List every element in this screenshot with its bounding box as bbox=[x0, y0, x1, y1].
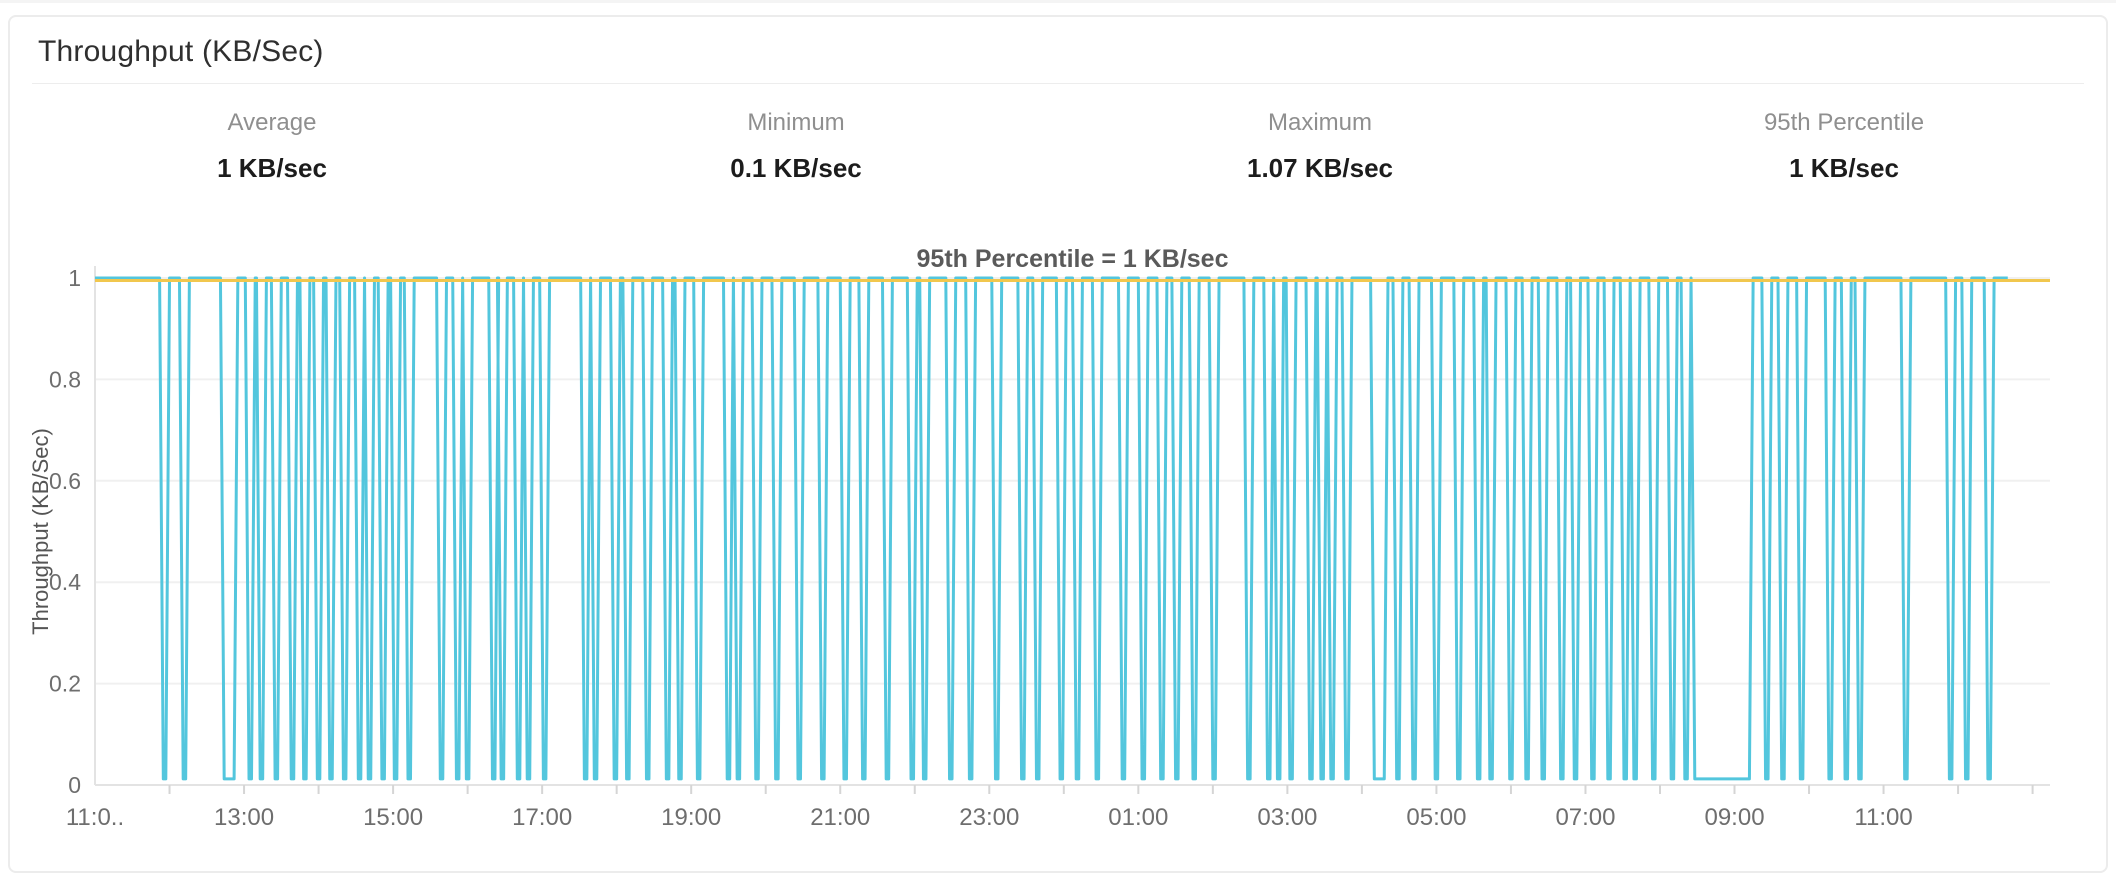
stat-maximum-value: 1.07 KB/sec bbox=[1247, 153, 1393, 183]
chart-area[interactable]: 0 0.2 0.4 0.6 0.8 1 11:0.. 13:00 15:00 17:00 19:00… bbox=[10, 229, 2106, 869]
stat-average: Average 1 KB/sec bbox=[10, 109, 534, 184]
stat-average-value: 1 KB/sec bbox=[217, 153, 327, 183]
y-tick-label: 0 bbox=[68, 772, 81, 798]
throughput-line[interactable] bbox=[95, 276, 2008, 781]
x-tick-label: 01:00 bbox=[1108, 804, 1168, 831]
stat-95th-percentile-value: 1 KB/sec bbox=[1789, 153, 1899, 183]
stat-95th-percentile-label: 95th Percentile bbox=[1763, 109, 1925, 136]
x-tick-label: 21:00 bbox=[810, 804, 870, 831]
x-tick-label: 11:00 bbox=[1854, 804, 1912, 831]
stat-average-label: Average bbox=[227, 109, 317, 136]
x-tick-label: 17:00 bbox=[512, 804, 572, 831]
title-divider bbox=[32, 83, 2084, 84]
y-tick-label: 0.4 bbox=[49, 569, 81, 595]
throughput-panel: Throughput (KB/Sec) Average 1 KB/sec Min… bbox=[8, 15, 2108, 873]
x-tick-label: 03:00 bbox=[1257, 804, 1317, 831]
stat-minimum-value: 0.1 KB/sec bbox=[730, 153, 862, 183]
x-tick-label: 13:00 bbox=[214, 804, 274, 831]
y-tick-label: 0.6 bbox=[49, 468, 81, 494]
stat-minimum-label: Minimum bbox=[747, 109, 845, 136]
stat-95th-percentile: 95th Percentile 1 KB/sec bbox=[1582, 109, 2106, 184]
x-tick-label: 23:00 bbox=[959, 804, 1019, 831]
stat-minimum: Minimum 0.1 KB/sec bbox=[534, 109, 1058, 184]
x-tick-label: 09:00 bbox=[1704, 804, 1764, 831]
y-tick-label: 0.2 bbox=[49, 671, 81, 697]
x-tick-label: 05:00 bbox=[1406, 804, 1466, 831]
y-tick-label: 0.8 bbox=[49, 366, 81, 392]
x-tick-label: 11:0.. bbox=[66, 804, 124, 831]
y-tick-label: 1 bbox=[68, 265, 81, 291]
x-tick-label: 15:00 bbox=[363, 804, 423, 831]
y-axis-title: Throughput (KB/Sec) bbox=[28, 428, 53, 635]
panel-title: Throughput (KB/Sec) bbox=[38, 35, 324, 68]
x-tick-label: 07:00 bbox=[1555, 804, 1615, 831]
x-tick-label: 19:00 bbox=[661, 804, 721, 831]
stat-maximum-label: Maximum bbox=[1267, 109, 1372, 136]
percentile-annotation: 95th Percentile = 1 KB/sec bbox=[917, 245, 1229, 273]
stat-maximum: Maximum 1.07 KB/sec bbox=[1058, 109, 1582, 184]
throughput-chart[interactable]: 0 0.2 0.4 0.6 0.8 1 11:0.. 13:00 15:00 17:00 19:00… bbox=[10, 229, 2106, 869]
stats-row: Average 1 KB/sec Minimum 0.1 KB/sec Maxi… bbox=[10, 109, 2106, 184]
